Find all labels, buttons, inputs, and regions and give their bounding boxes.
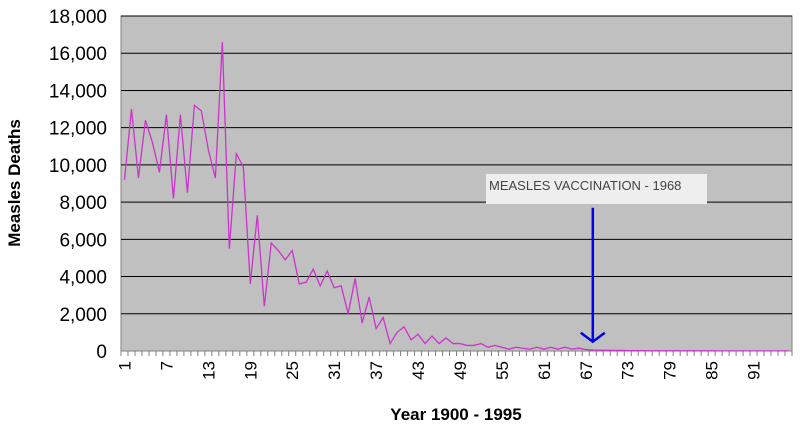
x-tick-label: 19 bbox=[241, 361, 260, 380]
x-tick-label: 7 bbox=[157, 361, 176, 370]
x-tick-label: 13 bbox=[199, 361, 218, 380]
y-tick-label: 16,000 bbox=[49, 44, 107, 65]
y-tick-label: 6,000 bbox=[59, 230, 107, 251]
y-tick-label: 18,000 bbox=[49, 7, 107, 28]
x-tick-label: 73 bbox=[619, 361, 638, 380]
x-tick-label: 55 bbox=[493, 361, 512, 380]
x-tick-label: 91 bbox=[745, 361, 764, 380]
x-axis-title: Year 1900 - 1995 bbox=[390, 405, 521, 424]
x-tick-label: 85 bbox=[703, 361, 722, 380]
y-tick-label: 14,000 bbox=[49, 81, 107, 102]
x-tick-label: 61 bbox=[535, 361, 554, 380]
y-tick-label: 4,000 bbox=[59, 268, 107, 289]
x-tick-label: 79 bbox=[661, 361, 680, 380]
arrow-head bbox=[580, 331, 606, 344]
vaccination-arrow bbox=[580, 207, 606, 344]
x-tick-label: 25 bbox=[283, 361, 302, 380]
y-axis-title: Measles Deaths bbox=[5, 119, 24, 247]
y-tick-label: 8,000 bbox=[59, 193, 107, 214]
x-tick-label: 43 bbox=[409, 361, 428, 380]
y-tick-label: 0 bbox=[96, 342, 107, 363]
x-tick-labels: 1 7 13 19 25 31 37 43 49 55 61 67 73 79 85 91 bbox=[115, 361, 763, 380]
y-tick-label: 2,000 bbox=[59, 305, 107, 326]
y-tick-label: 12,000 bbox=[49, 119, 107, 140]
x-tick-label: 31 bbox=[325, 361, 344, 380]
y-tick-labels: 0 2,000 4,000 6,000 8,000 10,000 12,000 14,000 1… bbox=[49, 7, 107, 363]
x-tick-label: 1 bbox=[115, 361, 134, 370]
gridlines bbox=[121, 15, 792, 315]
y-tick-label: 10,000 bbox=[49, 156, 107, 177]
x-tick-label: 67 bbox=[577, 361, 596, 380]
vaccination-annotation: MEASLES VACCINATION - 1968 bbox=[486, 174, 707, 204]
x-tick-label: 37 bbox=[367, 361, 386, 380]
x-tick-label: 49 bbox=[451, 361, 470, 380]
x-tick-marks bbox=[120, 351, 793, 356]
series-line bbox=[123, 42, 789, 352]
